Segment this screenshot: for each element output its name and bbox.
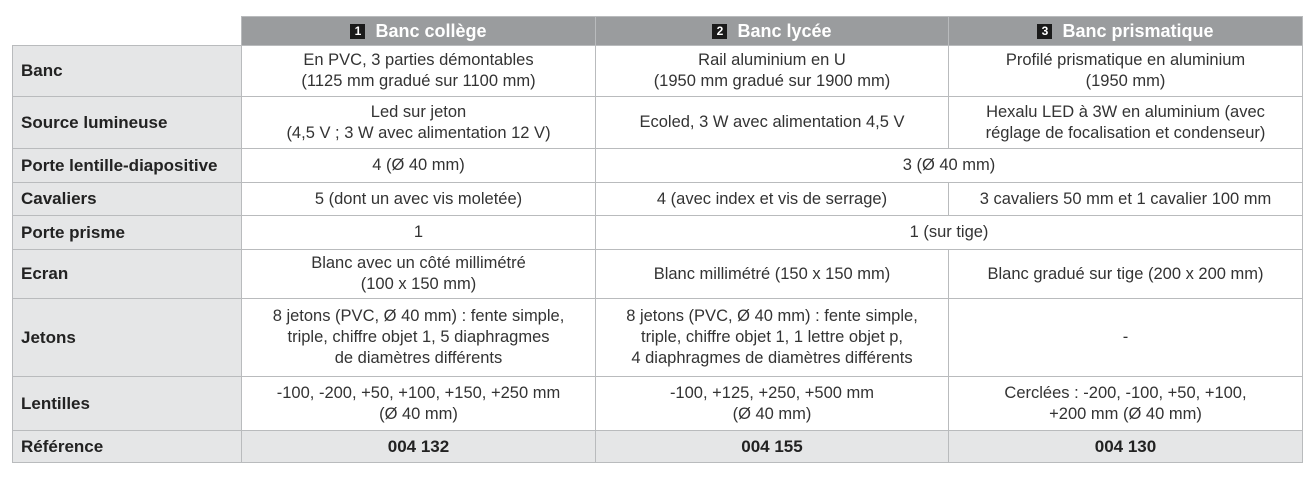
cell-line: Hexalu LED à 3W en aluminium (avec (986, 102, 1265, 121)
cell-line: 4 (avec index et vis de serrage) (656, 189, 888, 208)
cell-reference-college: 004 132 (241, 430, 596, 463)
row-label: Banc (12, 45, 242, 97)
cell-line: Cerclées : -200, -100, +50, +100, (1004, 383, 1247, 402)
cell-line: - (1122, 328, 1129, 346)
cell-line: (100 x 150 mm) (360, 275, 477, 293)
cell-jetons-college: 8 jetons (PVC, Ø 40 mm) : fente simple, t… (241, 298, 596, 377)
cell-source-prismatique: Hexalu LED à 3W en aluminium (avec réglag… (948, 96, 1303, 149)
cell-line: (Ø 40 mm) (379, 404, 458, 423)
cell-line: 1 (sur tige) (909, 223, 989, 241)
cell-line: (1125 mm gradué sur 1100 mm) (301, 72, 536, 90)
table-row-porte-lentille: Porte lentille-diapositive 4 (Ø 40 mm) 3… (12, 148, 1303, 183)
row-label: Porte prisme (12, 215, 242, 250)
table-row-banc: Banc En PVC, 3 parties démontables (1125 … (12, 45, 1303, 97)
cell-porte-lentille-lycee-prismatique: 3 (Ø 40 mm) (595, 148, 1303, 183)
cell-cavaliers-lycee: 4 (avec index et vis de serrage) (595, 182, 949, 216)
cell-line: 004 155 (741, 437, 803, 456)
cell-jetons-prismatique: - (948, 298, 1303, 377)
table-row-jetons: Jetons 8 jetons (PVC, Ø 40 mm) : fente s… (12, 298, 1303, 377)
cell-line: 3 (Ø 40 mm) (902, 156, 996, 174)
cell-line: 1 (413, 223, 424, 241)
header-number-badge: 1 (350, 23, 366, 39)
header-label: Banc collège (375, 20, 487, 41)
cell-ecran-prismatique: Blanc gradué sur tige (200 x 200 mm) (948, 249, 1303, 299)
cell-line: 004 130 (1094, 437, 1157, 456)
row-label: Lentilles (12, 376, 242, 431)
cell-line: Rail aluminium en U (698, 51, 846, 69)
cell-line: (1950 mm gradué sur 1900 mm) (653, 72, 891, 90)
cell-line: (4,5 V ; 3 W avec alimentation 12 V) (286, 123, 551, 142)
cell-line: +200 mm (Ø 40 mm) (1049, 404, 1202, 423)
cell-line: Led sur jeton (370, 102, 467, 121)
row-label: Jetons (12, 298, 242, 377)
row-label: Ecran (12, 249, 242, 299)
row-label: Source lumineuse (12, 96, 242, 149)
cell-line: Blanc avec un côté millimétré (311, 254, 526, 272)
row-label: Cavaliers (12, 182, 242, 216)
table-row-reference: Référence 004 132 004 155 004 130 (12, 430, 1303, 463)
cell-line: 8 jetons (PVC, Ø 40 mm) : fente simple, (626, 307, 918, 325)
cell-line: Blanc gradué sur tige (200 x 200 mm) (987, 264, 1264, 283)
cell-line: (Ø 40 mm) (732, 404, 812, 423)
cell-ecran-college: Blanc avec un côté millimétré (100 x 150 … (241, 249, 596, 299)
row-label: Porte lentille-diapositive (12, 148, 242, 183)
cell-line: Ecoled, 3 W avec alimentation 4,5 V (639, 113, 905, 131)
cell-ecran-lycee: Blanc millimétré (150 x 150 mm) (595, 249, 949, 299)
row-label: Référence (12, 430, 242, 463)
cell-reference-lycee: 004 155 (595, 430, 949, 463)
cell-cavaliers-prismatique: 3 cavaliers 50 mm et 1 cavalier 100 mm (948, 182, 1303, 216)
cell-line: -100, +125, +250, +500 mm (669, 383, 875, 402)
cell-lentilles-prismatique: Cerclées : -200, -100, +50, +100, +200 mm… (948, 376, 1303, 431)
cell-line: -100, -200, +50, +100, +150, +250 mm (276, 383, 561, 402)
cell-line: 3 cavaliers 50 mm et 1 cavalier 100 mm (979, 189, 1272, 208)
cell-line: 4 diaphragmes de diamètres différents (631, 349, 913, 367)
cell-jetons-lycee: 8 jetons (PVC, Ø 40 mm) : fente simple, t… (595, 298, 949, 377)
cell-source-college: Led sur jeton (4,5 V ; 3 W avec alimentat… (241, 96, 596, 149)
header-label: Banc prismatique (1062, 20, 1214, 41)
cell-lentilles-college: -100, -200, +50, +100, +150, +250 mm (Ø 4… (241, 376, 596, 431)
cell-line: 004 132 (387, 437, 450, 456)
header-row: 1 Banc collège 2 Banc lycée 3 Banc prismati… (12, 16, 1303, 46)
header-label: Banc lycée (737, 20, 832, 41)
cell-porte-prisme-college: 1 (241, 215, 596, 250)
cell-reference-prismatique: 004 130 (948, 430, 1303, 463)
cell-lentilles-lycee: -100, +125, +250, +500 mm (Ø 40 mm) (595, 376, 949, 431)
cell-line: triple, chiffre objet 1, 1 lettre objet … (640, 328, 903, 346)
cell-banc-lycee: Rail aluminium en U (1950 mm gradué sur 1… (595, 45, 949, 97)
cell-porte-prisme-lycee-prismatique: 1 (sur tige) (595, 215, 1303, 250)
header-number-badge: 3 (1037, 23, 1053, 39)
cell-line: 8 jetons (PVC, Ø 40 mm) : fente simple, (272, 307, 565, 325)
table-row-cavaliers: Cavaliers 5 (dont un avec vis moletée) 4… (12, 182, 1303, 216)
cell-line: réglage de focalisation et condenseur) (985, 123, 1266, 142)
cell-line: Blanc millimétré (150 x 150 mm) (653, 264, 891, 283)
cell-porte-lentille-college: 4 (Ø 40 mm) (241, 148, 596, 183)
header-blank-cell (12, 16, 242, 46)
cell-line: Profilé prismatique en aluminium (1005, 51, 1246, 69)
table-row-ecran: Ecran Blanc avec un côté millimétré (100 … (12, 249, 1303, 299)
table-row-source-lumineuse: Source lumineuse Led sur jeton (4,5 V ; 3… (12, 96, 1303, 149)
header-banc-college: 1 Banc collège (241, 16, 596, 46)
cell-line: de diamètres différents (334, 349, 503, 367)
table-row-porte-prisme: Porte prisme 1 1 (sur tige) (12, 215, 1303, 250)
cell-banc-prismatique: Profilé prismatique en aluminium (1950 mm… (948, 45, 1303, 97)
cell-source-lycee: Ecoled, 3 W avec alimentation 4,5 V (595, 96, 949, 149)
table-row-lentilles: Lentilles -100, -200, +50, +100, +150, +… (12, 376, 1303, 431)
cell-line: (1950 mm) (1085, 72, 1166, 90)
cell-line: triple, chiffre objet 1, 5 diaphragmes (287, 328, 550, 346)
cell-line: 5 (dont un avec vis moletée) (314, 189, 523, 208)
product-comparison-table: 1 Banc collège 2 Banc lycée 3 Banc prismati… (12, 16, 1303, 463)
cell-cavaliers-college: 5 (dont un avec vis moletée) (241, 182, 596, 216)
product-comparison-table-container: 1 Banc collège 2 Banc lycée 3 Banc prismati… (12, 16, 1303, 463)
cell-line: 4 (Ø 40 mm) (372, 156, 465, 174)
cell-line: En PVC, 3 parties démontables (303, 51, 534, 69)
header-banc-prismatique: 3 Banc prismatique (948, 16, 1303, 46)
header-number-badge: 2 (712, 23, 728, 39)
header-banc-lycee: 2 Banc lycée (595, 16, 949, 46)
cell-banc-college: En PVC, 3 parties démontables (1125 mm gr… (241, 45, 596, 97)
